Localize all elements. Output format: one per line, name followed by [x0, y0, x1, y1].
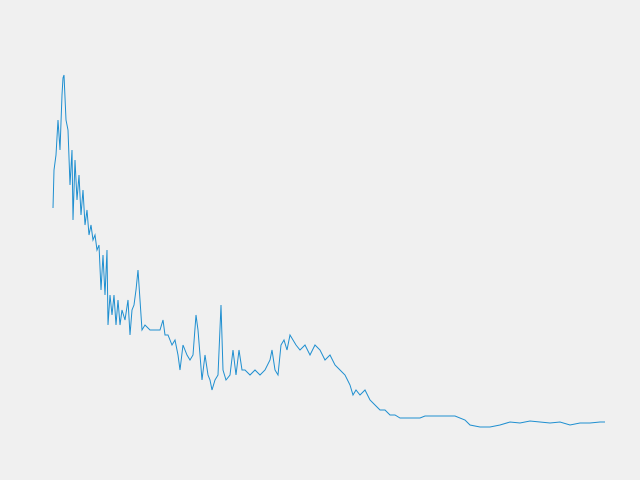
data-line — [52, 74, 605, 428]
